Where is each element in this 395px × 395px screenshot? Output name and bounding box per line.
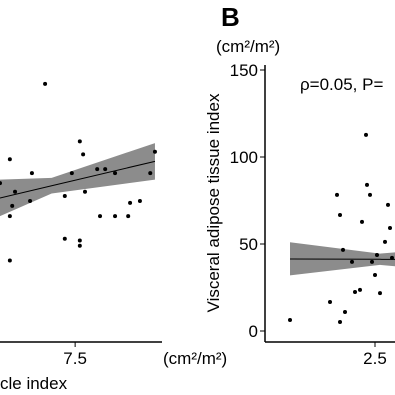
- point: [338, 212, 342, 217]
- point: [13, 189, 18, 194]
- point: [113, 214, 118, 219]
- point: [77, 238, 82, 243]
- point: [69, 171, 74, 176]
- point: [388, 225, 392, 230]
- point: [343, 310, 347, 315]
- point: [370, 259, 374, 264]
- point: [128, 200, 133, 205]
- point: [82, 189, 87, 194]
- point: [350, 259, 354, 264]
- point: [373, 272, 377, 277]
- point: [77, 139, 82, 144]
- y-tick-label: 50: [239, 235, 258, 254]
- point: [43, 81, 48, 86]
- point: [335, 192, 339, 197]
- point: [103, 167, 108, 172]
- fit-line: [289, 258, 395, 260]
- panel-title: B: [221, 2, 240, 32]
- point: [341, 247, 345, 252]
- y-tick-label: 100: [230, 148, 258, 167]
- point: [386, 202, 390, 207]
- point: [7, 157, 12, 162]
- fit-line: [0, 160, 156, 199]
- point: [338, 319, 342, 324]
- point: [152, 149, 157, 154]
- y-tick-label: 0: [249, 322, 258, 341]
- point: [353, 290, 357, 295]
- x-axis-label: cle index: [0, 374, 68, 393]
- point: [360, 219, 364, 224]
- point: [7, 258, 12, 263]
- point: [364, 132, 368, 137]
- point: [98, 214, 103, 219]
- point: [95, 167, 100, 172]
- point: [368, 192, 372, 197]
- y-unit: (cm²/m²): [216, 37, 280, 56]
- point: [383, 239, 387, 244]
- point: [113, 171, 118, 176]
- point: [137, 199, 142, 204]
- point: [62, 236, 67, 241]
- annotation: ρ=0.05, P=: [300, 75, 383, 94]
- point: [126, 214, 131, 219]
- point: [390, 255, 394, 260]
- point: [148, 171, 153, 176]
- point: [81, 152, 86, 157]
- point: [7, 214, 12, 219]
- point: [0, 181, 2, 186]
- point: [77, 243, 82, 248]
- point: [28, 199, 33, 204]
- point: [378, 291, 382, 296]
- x-tick-label: 7.5: [63, 349, 87, 368]
- point: [62, 193, 67, 198]
- x-tick-label: 2.5: [363, 349, 387, 368]
- y-axis-label: Visceral adipose tissue index: [204, 93, 223, 312]
- point: [10, 203, 15, 208]
- point: [288, 318, 292, 323]
- point: [29, 171, 34, 176]
- y-tick-label: 150: [230, 61, 258, 80]
- point: [358, 287, 362, 292]
- point: [328, 299, 332, 304]
- x-unit: (cm²/m²): [163, 349, 227, 368]
- point: [365, 182, 369, 187]
- point: [375, 252, 379, 257]
